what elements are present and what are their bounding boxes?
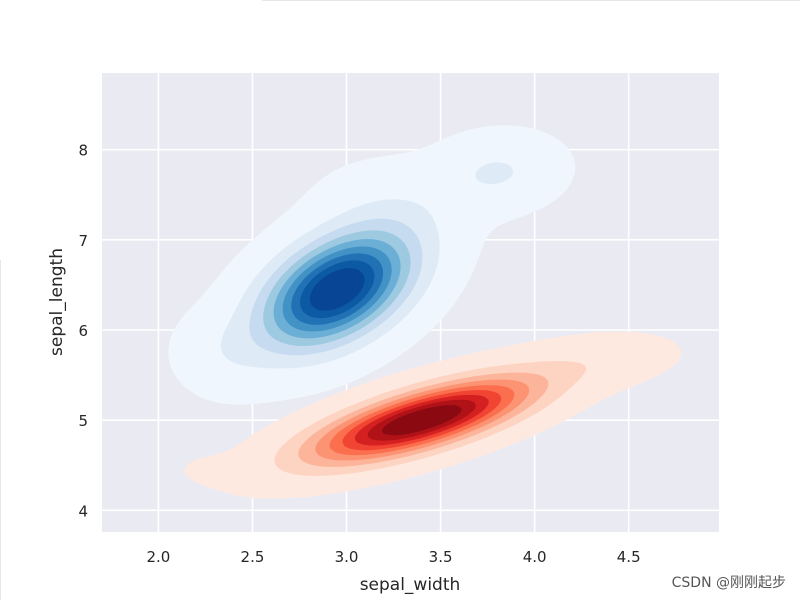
tick-labels: 2.0 2.5 3.0 3.5 4.0 4.5 4 5 6 7 8 (78, 142, 640, 566)
x-tick-label-5: 4.5 (617, 548, 641, 566)
y-axis-label: sepal_length (47, 248, 67, 356)
contour-level-s1-8 (381, 405, 462, 436)
y-tick-label-3: 7 (78, 232, 88, 250)
x-tick-label-2: 3.0 (335, 548, 359, 566)
top-edge-line (262, 0, 800, 1)
y-tick-label-4: 8 (78, 142, 88, 160)
y-tick-label-0: 4 (78, 502, 88, 520)
contour-level-s0-8 (309, 268, 365, 311)
y-tick-label-2: 6 (78, 322, 88, 340)
x-tick-label-0: 2.0 (147, 548, 171, 566)
y-tick-label-1: 5 (78, 412, 88, 430)
density-contours (168, 125, 682, 499)
watermark-text: CSDN @刚刚起步 (671, 575, 786, 591)
x-tick-label-1: 2.5 (241, 548, 265, 566)
x-axis-label: sepal_width (360, 575, 461, 595)
x-tick-label-4: 4.0 (523, 548, 547, 566)
x-tick-label-3: 3.5 (429, 548, 453, 566)
left-edge-line (0, 260, 1, 600)
